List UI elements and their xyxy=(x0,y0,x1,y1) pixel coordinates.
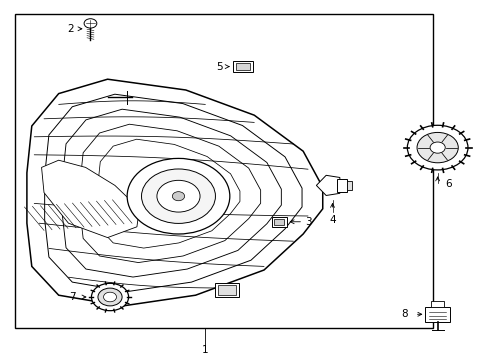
Text: 2: 2 xyxy=(67,24,74,34)
Bar xyxy=(235,63,250,70)
Circle shape xyxy=(429,142,444,153)
Circle shape xyxy=(416,132,457,163)
Text: 3: 3 xyxy=(305,217,311,227)
Bar xyxy=(271,217,286,227)
Bar xyxy=(215,283,238,297)
Bar xyxy=(232,61,253,72)
Bar xyxy=(430,301,443,307)
Circle shape xyxy=(141,169,215,224)
Circle shape xyxy=(172,192,184,201)
Text: 7: 7 xyxy=(69,292,76,302)
Bar xyxy=(337,179,346,192)
Bar xyxy=(15,14,432,328)
Bar xyxy=(425,307,449,322)
Bar xyxy=(346,181,351,190)
Text: 8: 8 xyxy=(401,309,407,319)
Circle shape xyxy=(127,158,229,234)
Circle shape xyxy=(91,283,128,311)
Circle shape xyxy=(103,292,116,302)
Bar xyxy=(274,219,284,225)
Polygon shape xyxy=(41,160,139,238)
Text: 6: 6 xyxy=(444,179,451,189)
Polygon shape xyxy=(316,175,339,195)
Polygon shape xyxy=(27,79,322,306)
Circle shape xyxy=(84,19,97,28)
Bar xyxy=(218,285,235,295)
Text: 1: 1 xyxy=(202,345,208,355)
Text: 5: 5 xyxy=(215,62,222,72)
Circle shape xyxy=(407,125,467,170)
Circle shape xyxy=(157,180,200,212)
Text: 4: 4 xyxy=(328,215,335,225)
Circle shape xyxy=(98,288,122,306)
